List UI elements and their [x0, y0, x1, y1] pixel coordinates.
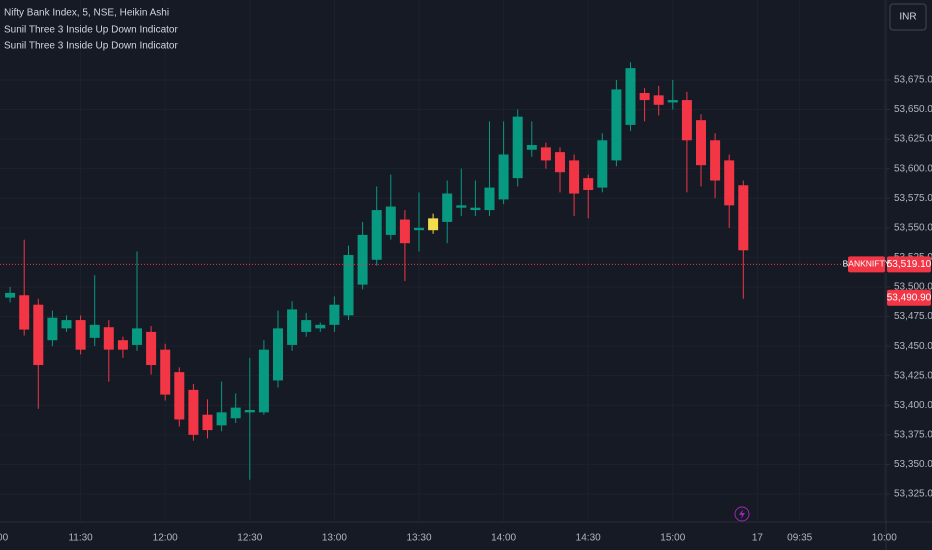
candle-body: [583, 178, 594, 190]
y-tick-label: 53,375.00: [894, 429, 932, 440]
candle-body: [696, 120, 706, 166]
candle-body: [188, 389, 199, 435]
y-tick-label: 53,450.00: [894, 341, 932, 352]
candle-body: [569, 160, 580, 194]
candle-body: [639, 92, 650, 101]
event-icon[interactable]: [734, 506, 750, 522]
symbol-label-box: [848, 256, 885, 273]
x-tick-label: 09:35: [787, 533, 812, 544]
candle-body: [329, 304, 340, 325]
candle-body: [653, 95, 664, 105]
candle-body: [132, 328, 142, 345]
y-tick-label: 53,475.00: [894, 311, 932, 322]
y-tick-label: 53,550.00: [894, 222, 932, 233]
x-tick-label: 11:30: [68, 533, 93, 544]
y-tick-label: 53,325.00: [894, 489, 932, 500]
axes: 53,325.00 53,350.00 53,375.00 53,400.00 53,4…: [0, 75, 932, 544]
candle-body: [414, 227, 424, 231]
candle-body: [258, 349, 269, 413]
candle-body: [287, 309, 298, 345]
chart-title: Nifty Bank Index, 5, NSE, Heikin Ashi: [4, 8, 169, 19]
candle-body: [442, 193, 453, 222]
indicator-label: Sunil Three 3 Inside Up Down Indicator: [4, 41, 178, 52]
candle-body: [301, 320, 312, 332]
candle-body: [89, 324, 100, 338]
y-tick-label: 53,400.00: [894, 400, 932, 411]
candle-body: [484, 187, 495, 211]
y-tick-label: 53,500.00: [894, 282, 932, 293]
candle-body: [738, 185, 749, 251]
candle-body: [667, 100, 678, 103]
x-tick-label: 17: [752, 533, 764, 544]
x-tick-label: 14:30: [576, 533, 601, 544]
x-tick-label: 13:30: [406, 533, 431, 544]
y-tick-label: 53,675.00: [894, 75, 932, 86]
candle-body: [597, 140, 608, 188]
event-icon-bolt: [739, 509, 745, 519]
x-tick-label: 15:00: [660, 533, 685, 544]
candle-body: [555, 152, 565, 173]
y-tick-label: 53,350.00: [894, 459, 932, 470]
candle-body: [343, 255, 354, 316]
candle-body: [244, 409, 255, 413]
candle-body: [174, 372, 185, 420]
price-label-box: [887, 289, 931, 306]
y-tick-label: 53,650.00: [894, 104, 932, 115]
candle-body: [540, 147, 551, 161]
currency-label[interactable]: INR: [899, 12, 916, 23]
candle-body: [724, 160, 735, 206]
candle-body: [357, 234, 368, 285]
candle-body: [146, 331, 157, 366]
candle-body: [399, 219, 410, 244]
y-tick-label: 53,575.00: [894, 193, 932, 204]
price-label-box: [887, 256, 931, 273]
y-tick-label: 53,425.00: [894, 370, 932, 381]
x-tick-label: 12:30: [237, 533, 262, 544]
candle-body: [681, 100, 692, 141]
candle-body: [385, 206, 396, 235]
candle-body: [160, 349, 171, 395]
candle-body: [428, 218, 439, 231]
x-tick-label: 13:00: [322, 533, 347, 544]
candle-body: [273, 328, 283, 381]
symbol-label: BANKNIFTY: [843, 259, 891, 269]
candle-body: [611, 89, 622, 161]
candle-body: [625, 68, 636, 125]
price-label: 53,519.10: [887, 259, 932, 270]
y-tick-label: 53,625.00: [894, 134, 932, 145]
candle-body: [526, 145, 537, 150]
candle-body: [61, 320, 72, 329]
candle-body: [216, 412, 227, 426]
candle-body: [498, 154, 509, 200]
price-label: 53,490.90: [887, 292, 932, 303]
indicator-label: Sunil Three 3 Inside Up Down Indicator: [4, 25, 178, 36]
candle-body: [456, 205, 467, 208]
candle-body: [512, 116, 523, 179]
candle-body: [19, 295, 30, 330]
candle-body: [315, 324, 326, 329]
candle-body: [230, 407, 241, 419]
candle-body: [103, 327, 114, 350]
x-tick-label: 12:00: [153, 533, 178, 544]
candle-body: [371, 210, 382, 260]
currency-button[interactable]: [889, 3, 927, 31]
x-tick-label: 11:00: [0, 533, 9, 544]
candle-body: [5, 292, 16, 298]
candle-body: [117, 340, 128, 350]
candle-body: [710, 140, 721, 181]
candle-body: [47, 317, 58, 341]
x-tick-label: 10:00: [872, 533, 897, 544]
candle-body: [33, 304, 44, 366]
candle-body: [470, 207, 481, 211]
candle-body: [75, 320, 86, 350]
y-tick-label: 53,600.00: [894, 163, 932, 174]
x-tick-label: 14:00: [491, 533, 516, 544]
candles: [0, 62, 886, 480]
candle-body: [202, 414, 213, 431]
